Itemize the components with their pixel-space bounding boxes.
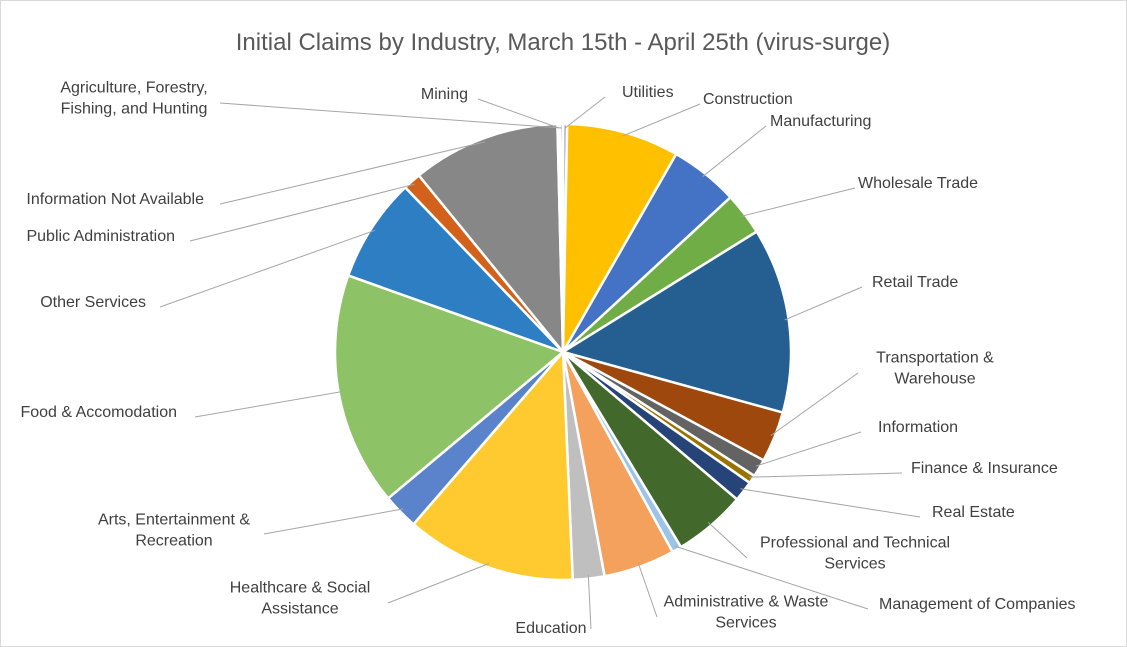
slice-label-construction: Construction: [703, 91, 793, 108]
pie-slice-healthcare-and-social-assistance: [411, 348, 575, 582]
slice-label-food-and-accomodation: Food & Accomodation: [20, 404, 177, 421]
leader-line-other-services: [159, 229, 376, 308]
leader-line-transportation-and-warehouse: [770, 372, 859, 436]
slice-label-healthcare-and-social-assistance: Healthcare & Social Assistance: [230, 580, 371, 618]
slice-label-professional-and-technical-services: Professional and Technical Services: [760, 535, 950, 573]
pie-slice-agriculture-forestry-fishing-and-hunting: [558, 122, 565, 353]
leader-line-healthcare-and-social-assistance: [387, 563, 490, 604]
leader-line-utilities: [564, 96, 606, 129]
slice-label-line: Professional and Technical: [760, 535, 950, 552]
slice-label-line: Food & Accomodation: [20, 404, 177, 421]
slice-label-line: Manufacturing: [770, 113, 871, 130]
slice-label-mining: Mining: [421, 86, 468, 103]
leader-line-education: [587, 574, 592, 630]
slice-label-line: Other Services: [40, 294, 146, 311]
leader-line-arts-entertainment-and-recreation: [263, 508, 404, 535]
slice-label-information-not-available: Information Not Available: [26, 191, 204, 208]
slice-label-finance-and-insurance: Finance & Insurance: [911, 460, 1058, 477]
leader-line-finance-and-insurance: [748, 472, 903, 478]
leader-line-real-estate: [740, 488, 921, 518]
leader-line-information: [755, 431, 862, 467]
slice-label-retail-trade: Retail Trade: [872, 274, 958, 291]
labels-group: Utilities Construction Manufacturing Wholes…: [20, 80, 1075, 638]
slice-label-line: Services: [824, 556, 885, 573]
leader-line-management-of-companies: [674, 545, 869, 610]
slice-label-line: Information Not Available: [26, 191, 204, 208]
slice-label-line: Arts, Entertainment &: [98, 512, 250, 529]
slice-label-line: Transportation &: [876, 350, 994, 367]
leader-lines-group: [159, 96, 921, 630]
slice-label-line: Wholesale Trade: [858, 175, 978, 192]
slice-label-line: Administrative & Waste: [664, 594, 829, 611]
slice-label-line: Agriculture, Forestry,: [60, 80, 207, 97]
slices-group: [333, 122, 793, 582]
slice-label-administrative-and-waste-services: Administrative & Waste Services: [664, 594, 829, 632]
slice-label-information: Information: [878, 419, 958, 436]
slice-label-transportation-and-warehouse: Transportation & Warehouse: [876, 350, 994, 388]
leader-line-wholesale-trade: [741, 187, 856, 217]
leader-line-manufacturing: [702, 125, 767, 178]
slice-label-line: Fishing, and Hunting: [61, 101, 208, 118]
slice-label-agriculture-forestry-fishing-and-hunting: Agriculture, Forestry, Fishing, and Hunti…: [60, 80, 207, 118]
leader-line-construction: [622, 103, 701, 137]
slice-label-manufacturing: Manufacturing: [770, 113, 871, 130]
leader-line-mining: [477, 98, 560, 129]
slice-label-education: Education: [515, 620, 586, 637]
slice-label-line: Assistance: [261, 601, 338, 618]
leader-line-information-not-available: [219, 141, 486, 205]
slice-label-line: Services: [715, 615, 776, 632]
slice-label-line: Healthcare & Social: [230, 580, 371, 597]
slice-label-wholesale-trade: Wholesale Trade: [858, 175, 978, 192]
leader-line-agriculture-forestry-fishing-and-hunting: [219, 102, 562, 129]
slice-label-line: Retail Trade: [872, 274, 958, 291]
slice-label-utilities: Utilities: [622, 84, 674, 101]
leader-line-food-and-accomodation: [194, 391, 343, 418]
slice-label-public-administration: Public Administration: [26, 228, 175, 245]
slice-label-line: Management of Companies: [879, 596, 1076, 613]
slice-label-line: Mining: [421, 86, 468, 103]
slice-label-management-of-companies: Management of Companies: [879, 596, 1076, 613]
slice-label-line: Warehouse: [894, 371, 975, 388]
slice-label-line: Recreation: [135, 533, 212, 550]
leader-line-public-administration: [189, 183, 415, 242]
slice-label-line: Real Estate: [932, 504, 1015, 521]
slice-label-line: Finance & Insurance: [911, 460, 1058, 477]
slice-label-line: Information: [878, 419, 958, 436]
leader-line-professional-and-technical-services: [707, 522, 748, 559]
pie-slice-other-services: [346, 185, 564, 354]
leader-line-retail-trade: [784, 286, 863, 321]
slice-label-line: Utilities: [622, 84, 674, 101]
chart-title: Initial Claims by Industry, March 15th -…: [236, 29, 890, 56]
pie-slice-construction: [561, 122, 678, 353]
leader-line-administrative-and-waste-services: [637, 562, 658, 618]
slice-label-arts-entertainment-and-recreation: Arts, Entertainment & Recreation: [98, 512, 250, 550]
slice-label-real-estate: Real Estate: [932, 504, 1015, 521]
slice-label-line: Public Administration: [26, 228, 175, 245]
slice-label-line: Education: [515, 620, 586, 637]
slice-label-line: Construction: [703, 91, 793, 108]
slice-label-other-services: Other Services: [40, 294, 146, 311]
